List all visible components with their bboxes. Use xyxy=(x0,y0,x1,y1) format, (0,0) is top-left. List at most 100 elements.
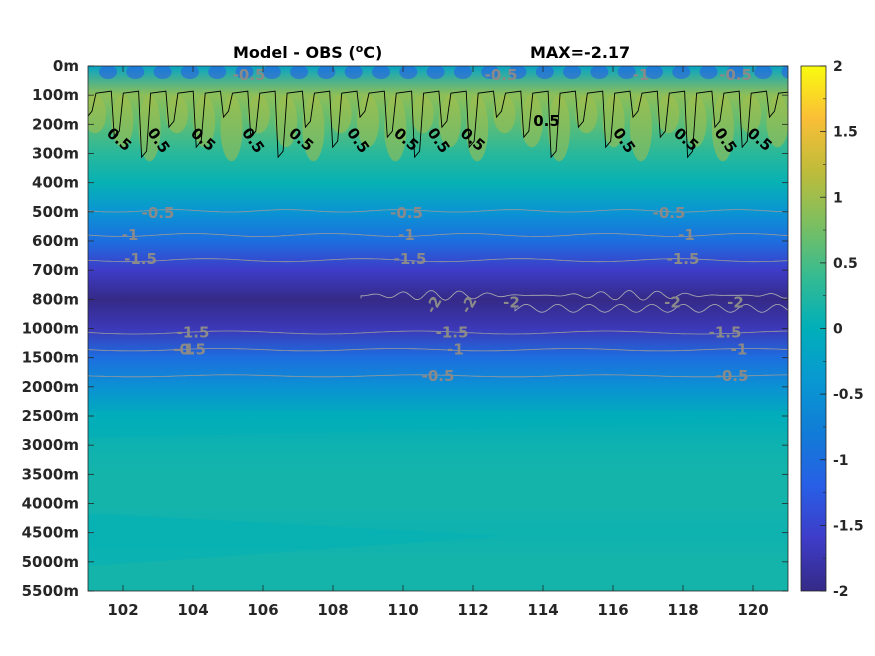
deep-wedge xyxy=(88,411,788,438)
field-texture xyxy=(88,66,788,566)
contour-label: -2 xyxy=(727,293,744,311)
surface-warm-lobe xyxy=(88,95,106,134)
x-axis: 102 104 106 108 110 112 114 116 118 120 xyxy=(107,66,769,619)
contour-label: -2 xyxy=(457,293,481,316)
chart-title-text: Model - OBS ( xyxy=(233,43,356,62)
y-tick-label: 4500m xyxy=(22,524,79,542)
y-tick-label: 3000m xyxy=(22,436,79,454)
y-tick-label: 5500m xyxy=(22,582,79,600)
surface-warm-lobe xyxy=(138,95,161,162)
y-tick-label: 4000m xyxy=(22,495,79,513)
surface-warm-lobe xyxy=(357,95,379,148)
surface-warm-lobe xyxy=(247,95,270,134)
y-tick-label: 300m xyxy=(32,145,79,163)
contour-label: -0.5 xyxy=(485,66,518,84)
surface-cool-spot xyxy=(426,66,445,79)
contour-label: -1 xyxy=(178,341,195,359)
contour-label: -1.5 xyxy=(667,250,700,268)
contour-label: -1 xyxy=(731,341,748,359)
surface-cool-spot xyxy=(344,66,363,79)
surface-warm-lobe xyxy=(438,95,461,148)
contour-line-positive xyxy=(88,90,788,159)
surface-cool-spot xyxy=(781,66,788,79)
contour-label: -2 xyxy=(422,293,446,316)
y-tick-label: 700m xyxy=(32,261,79,279)
contour-label: -1.5 xyxy=(436,324,469,342)
y-tick-label: 5000m xyxy=(22,553,79,571)
surface-cool-spot xyxy=(726,66,745,79)
field-background xyxy=(88,66,788,591)
chart-title-degree: o xyxy=(356,42,364,55)
surface-cool-spot xyxy=(672,66,691,79)
deep-wedge xyxy=(88,513,508,566)
surface-warm-lobe xyxy=(602,95,625,148)
surface-cool-spot xyxy=(290,66,309,79)
surface-warm-lobe xyxy=(684,95,707,148)
x-tick-label: 114 xyxy=(527,601,558,619)
surface-warm-lobe xyxy=(193,95,216,148)
contour-label: -1 xyxy=(122,226,139,244)
contour-label: -0.5 xyxy=(653,204,686,222)
surface-warm-lobe xyxy=(384,95,407,162)
x-tick-label: 106 xyxy=(247,601,278,619)
y-tick-label: 1000m xyxy=(22,320,79,338)
x-tick-label: 102 xyxy=(107,601,138,619)
y-tick-label: 0m xyxy=(53,57,79,75)
surface-cool-spot xyxy=(262,66,281,79)
contour-label: -0.5 xyxy=(390,204,423,222)
colorbar-tick-label: 1 xyxy=(833,190,843,206)
chart-title-unit: C) xyxy=(363,43,382,62)
y-tick-label: 400m xyxy=(32,174,79,192)
surface-warm-lobe xyxy=(302,95,325,162)
surface-warm-lobe xyxy=(275,95,298,148)
contour-label: -0.5 xyxy=(422,367,455,385)
contour-label: -0.5 xyxy=(719,66,752,84)
contour-label: -1 xyxy=(633,66,650,84)
contour-line xyxy=(88,330,788,335)
y-tick-label: 2500m xyxy=(22,407,79,425)
surface-cool-spot xyxy=(590,66,609,79)
surface-cool-spot xyxy=(399,66,418,79)
surface-warm-lobe xyxy=(220,95,243,162)
surface-cool-spot xyxy=(535,66,554,79)
colorbar-tick-label: 1.5 xyxy=(833,125,858,141)
surface-cool-spot xyxy=(645,66,663,79)
colorbar-tick-label: -0.5 xyxy=(833,387,864,403)
y-tick-label: 100m xyxy=(32,86,79,104)
surface-warm-lobe xyxy=(711,95,734,162)
contour-line xyxy=(88,233,788,237)
contour-line xyxy=(88,348,788,352)
surface-cool-spot xyxy=(153,66,172,79)
surface-cool-spot xyxy=(453,66,472,79)
contour-line xyxy=(360,290,788,301)
contour-label: -0.5 xyxy=(233,66,266,84)
contour-label: -1 xyxy=(398,226,415,244)
surface-cool-spot xyxy=(126,66,145,79)
contour-label: -0.5 xyxy=(173,341,206,359)
x-tick-label: 110 xyxy=(387,601,418,619)
contour-line xyxy=(88,258,788,263)
surface-cool-spot xyxy=(180,66,199,79)
y-tick-label: 2000m xyxy=(22,378,79,396)
surface-warm-lobe xyxy=(630,95,652,162)
surface-cool-spot xyxy=(508,66,527,79)
contour-label: -1.5 xyxy=(394,250,427,268)
y-tick-label: 800m xyxy=(32,290,79,308)
contour-line xyxy=(514,303,788,313)
contour-label: -0.5 xyxy=(716,367,749,385)
contour-label: -2 xyxy=(664,293,681,311)
surface-cool-spot xyxy=(699,66,718,79)
max-label: MAX=-2.17 xyxy=(530,43,630,62)
surface-cool-spot xyxy=(208,66,227,79)
surface-warm-lobe xyxy=(329,95,352,134)
contour-lines xyxy=(88,90,788,378)
surface-warm-lobe xyxy=(548,95,571,162)
colorbar-tick-label: -1 xyxy=(833,453,849,469)
contour-label: -1 xyxy=(678,226,695,244)
plot-area: -0.5 -0.5 -1 -0.50.50.5 0.5 0.5 0.5 0.5 0.5 0.5 0.… xyxy=(88,66,788,591)
contour-line xyxy=(88,209,788,213)
x-tick-label: 116 xyxy=(597,601,628,619)
contour-line xyxy=(88,374,788,378)
colorbar-ticks: 2 1.5 1 0.5 0 -0.5 -1 -1.5 -2 xyxy=(820,59,864,600)
